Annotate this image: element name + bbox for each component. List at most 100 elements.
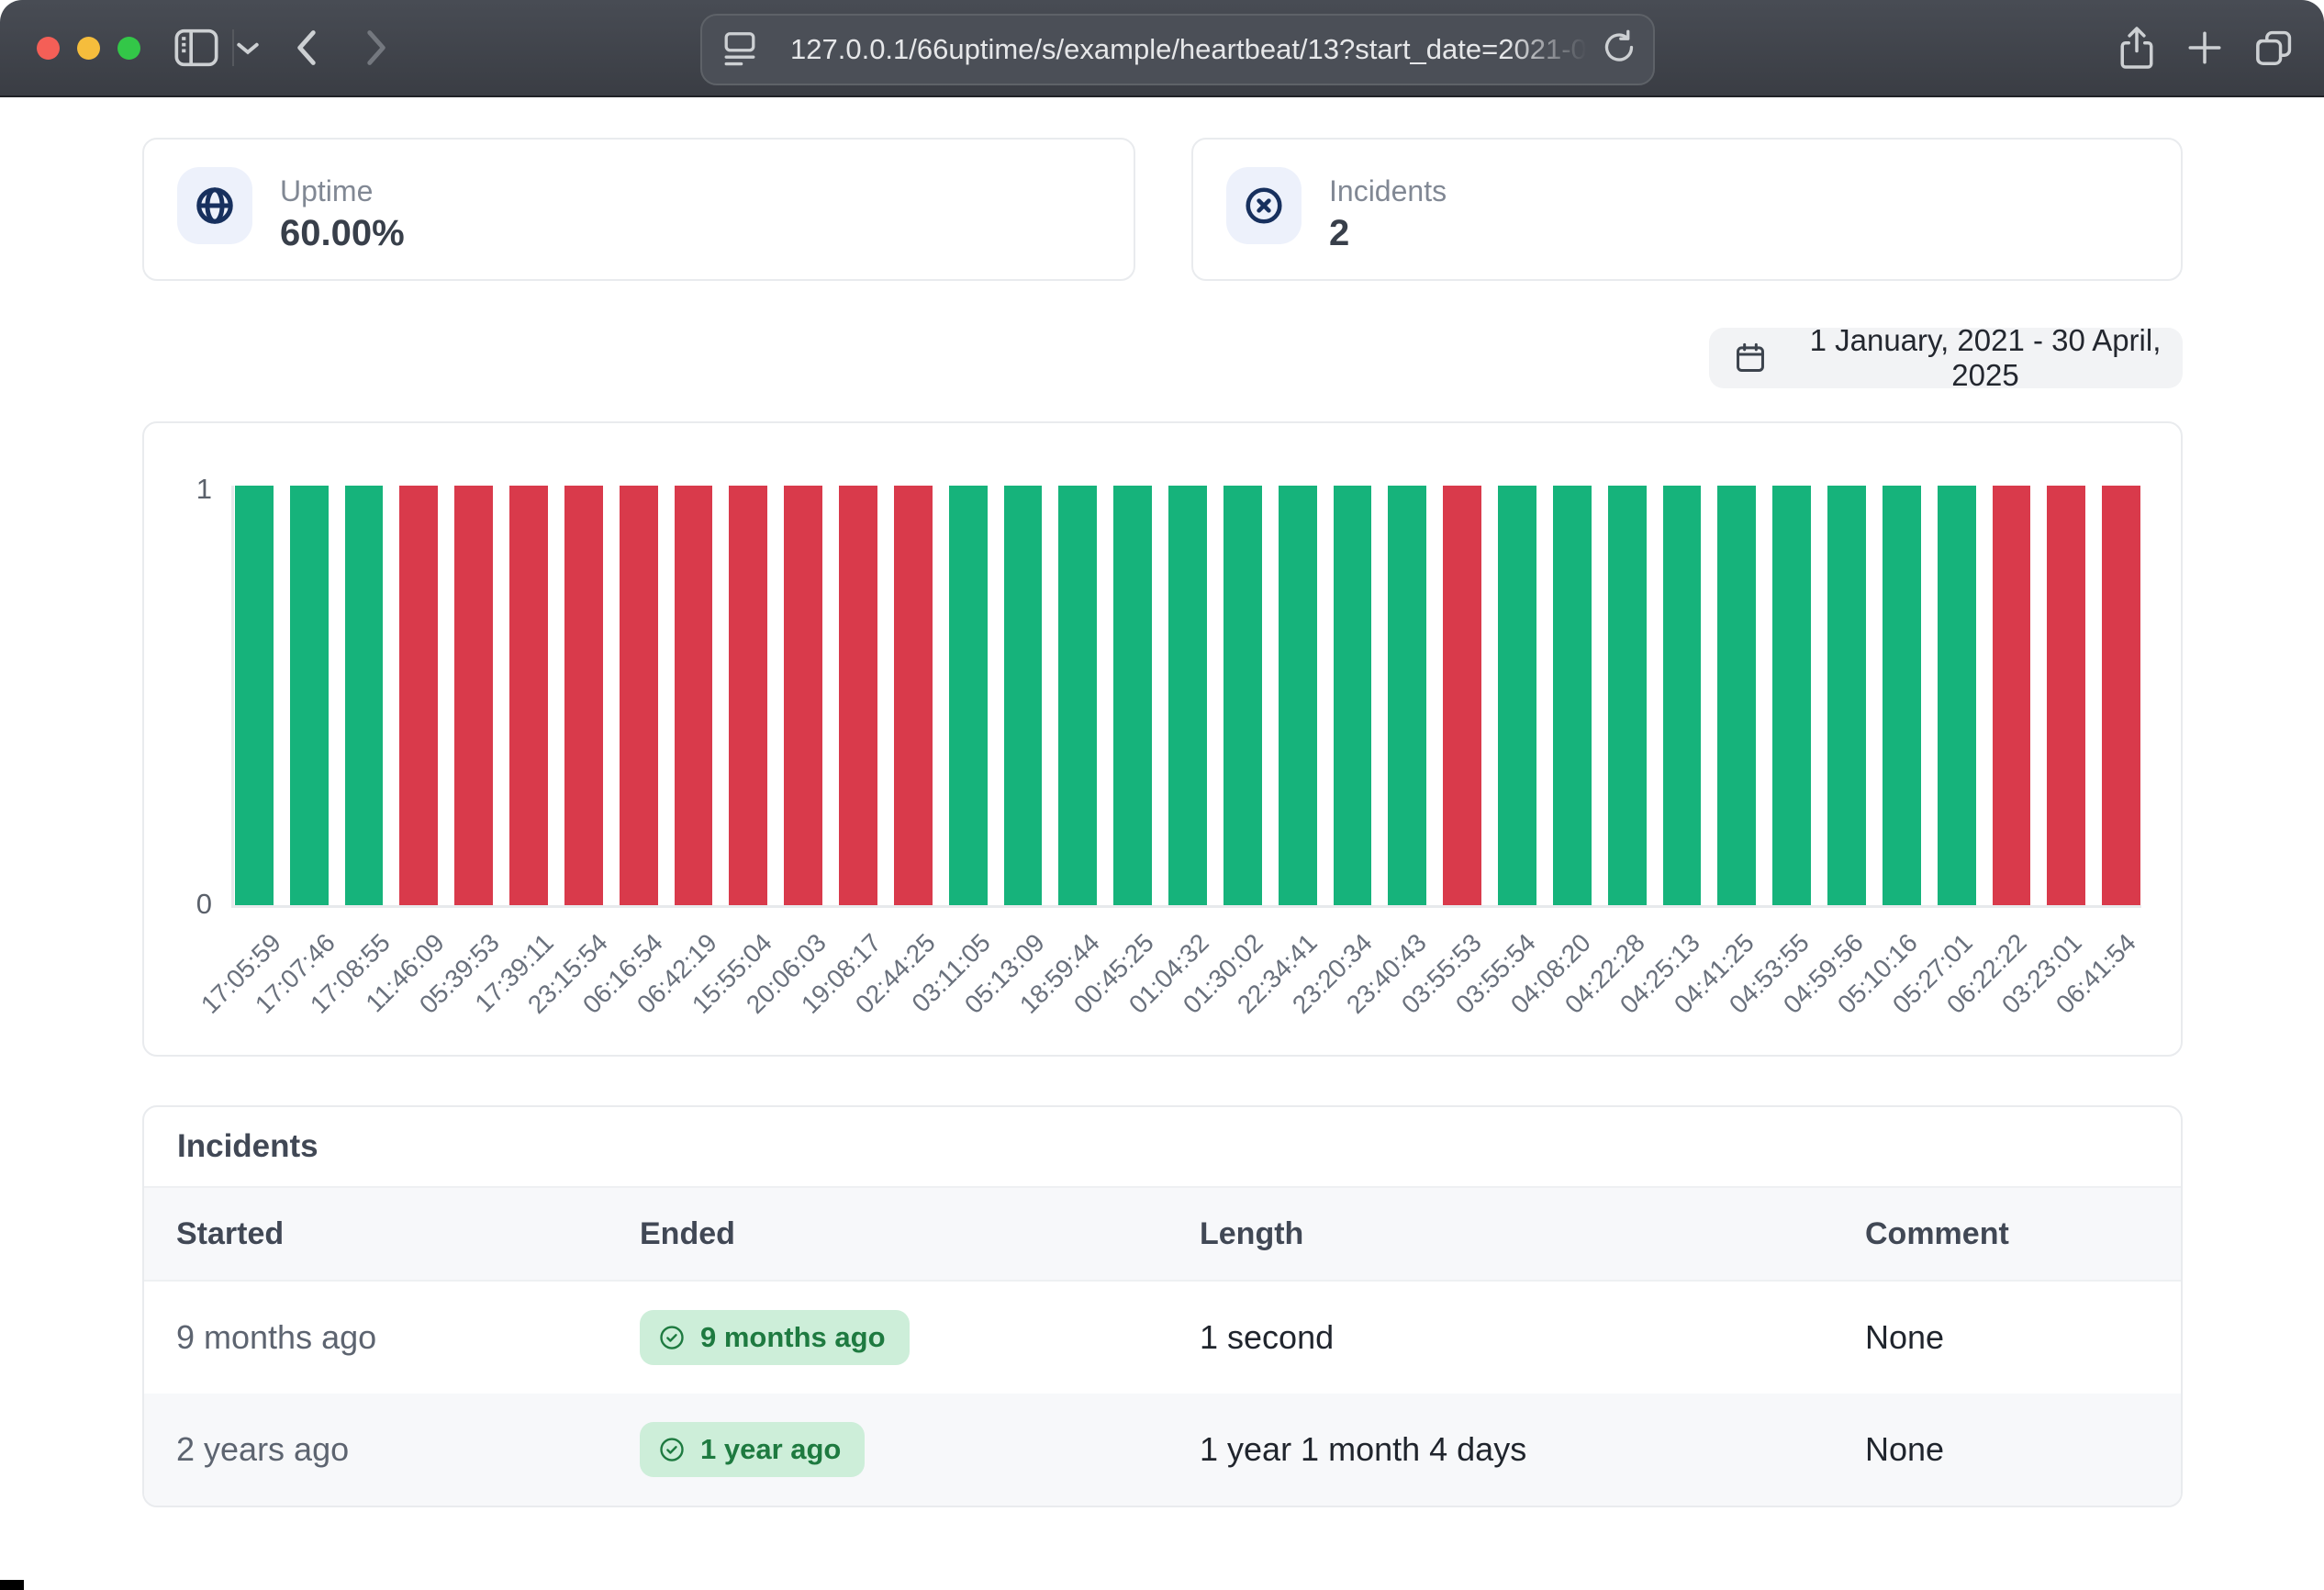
chart-plot-area: 1 0 bbox=[231, 486, 2141, 908]
chart-bar-up[interactable] bbox=[1938, 486, 1976, 905]
page-content: Uptime 60.00% Incidents 2 1 January, 202… bbox=[0, 97, 2324, 1590]
chart-bar-up[interactable] bbox=[290, 486, 329, 905]
tab-overview-button[interactable] bbox=[2249, 22, 2300, 73]
uptime-label: Uptime bbox=[280, 174, 373, 208]
zoom-window-button[interactable] bbox=[117, 37, 140, 60]
incidents-table-card: Incidents Started Ended Length Comment 9… bbox=[142, 1105, 2183, 1507]
incidents-table-header: Started Ended Length Comment bbox=[144, 1186, 2181, 1282]
cell-ended: 1 year ago bbox=[640, 1422, 1200, 1477]
cell-started: 9 months ago bbox=[176, 1318, 640, 1357]
new-tab-button[interactable] bbox=[2179, 22, 2230, 73]
chart-bar-up[interactable] bbox=[1004, 486, 1043, 905]
uptime-value: 60.00% bbox=[280, 213, 405, 254]
cell-started: 2 years ago bbox=[176, 1430, 640, 1469]
chart-bar-up[interactable] bbox=[1827, 486, 1866, 905]
chart-bar-up[interactable] bbox=[1663, 486, 1702, 905]
chart-bar-up[interactable] bbox=[1772, 486, 1811, 905]
chart-bar-down[interactable] bbox=[399, 486, 438, 905]
minimize-window-button[interactable] bbox=[77, 37, 100, 60]
chart-bar-up[interactable] bbox=[1498, 486, 1536, 905]
forward-button[interactable] bbox=[351, 22, 402, 73]
chart-bar-down[interactable] bbox=[675, 486, 713, 905]
reload-button[interactable] bbox=[1600, 28, 1638, 72]
back-icon bbox=[291, 28, 322, 68]
chart-bar-down[interactable] bbox=[1993, 486, 2031, 905]
sidebar-menu-button[interactable] bbox=[228, 22, 268, 73]
chart-bar-up[interactable] bbox=[1388, 486, 1426, 905]
forward-icon bbox=[361, 28, 392, 68]
chart-bar-up[interactable] bbox=[1279, 486, 1317, 905]
chart-bar-down[interactable] bbox=[620, 486, 658, 905]
chart-bar-down[interactable] bbox=[784, 486, 822, 905]
address-bar[interactable]: 127.0.0.1/66uptime/s/example/heartbeat/1… bbox=[700, 14, 1655, 85]
browser-toolbar: 127.0.0.1/66uptime/s/example/heartbeat/1… bbox=[0, 0, 2324, 97]
chart-bar-down[interactable] bbox=[454, 486, 493, 905]
plus-icon bbox=[2185, 28, 2224, 67]
column-header-length: Length bbox=[1200, 1216, 1865, 1252]
cell-comment: None bbox=[1865, 1430, 2181, 1469]
table-row: 2 years ago 1 year ago 1 year 1 month 4 da… bbox=[144, 1394, 2181, 1506]
sidebar-toggle-button[interactable] bbox=[171, 22, 222, 73]
column-header-comment: Comment bbox=[1865, 1216, 2181, 1252]
cell-length: 1 year 1 month 4 days bbox=[1200, 1430, 1865, 1469]
uptime-card: Uptime 60.00% bbox=[142, 138, 1135, 281]
y-tick-0: 0 bbox=[196, 890, 212, 918]
chart-bar-down[interactable] bbox=[1443, 486, 1481, 905]
chart-bar-up[interactable] bbox=[1717, 486, 1756, 905]
table-row: 9 months ago 9 months ago 1 secondNone bbox=[144, 1282, 2181, 1394]
incidents-icon-box bbox=[1226, 167, 1302, 244]
chart-bar-down[interactable] bbox=[839, 486, 877, 905]
chart-bar-up[interactable] bbox=[1223, 486, 1262, 905]
back-button[interactable] bbox=[281, 22, 332, 73]
date-range-button[interactable]: 1 January, 2021 - 30 April, 2025 bbox=[1709, 328, 2183, 388]
page-settings-icon[interactable] bbox=[719, 27, 761, 73]
sidebar-icon bbox=[173, 28, 219, 68]
uptime-icon-box bbox=[177, 167, 252, 244]
ended-badge-label: 9 months ago bbox=[700, 1321, 886, 1354]
cell-length: 1 second bbox=[1200, 1318, 1865, 1357]
ended-badge-label: 1 year ago bbox=[700, 1433, 841, 1466]
ended-badge: 9 months ago bbox=[640, 1310, 910, 1365]
chart-bar-up[interactable] bbox=[1608, 486, 1647, 905]
incidents-value: 2 bbox=[1329, 213, 1349, 254]
chevron-down-icon bbox=[236, 39, 260, 56]
y-tick-1: 1 bbox=[196, 475, 212, 503]
chart-bar-up[interactable] bbox=[345, 486, 384, 905]
chart-bar-down[interactable] bbox=[894, 486, 933, 905]
chart-bars bbox=[234, 486, 2141, 905]
check-circle-icon bbox=[658, 1324, 686, 1351]
share-button[interactable] bbox=[2111, 22, 2162, 73]
close-window-button[interactable] bbox=[37, 37, 60, 60]
url-text: 127.0.0.1/66uptime/s/example/heartbeat/1… bbox=[790, 16, 1587, 84]
traffic-lights bbox=[37, 37, 140, 60]
incidents-rows: 9 months ago9 months ago1 secondNone2 ye… bbox=[144, 1282, 2181, 1506]
x-circle-icon bbox=[1243, 185, 1285, 227]
check-circle-icon bbox=[658, 1436, 686, 1463]
browser-window: 127.0.0.1/66uptime/s/example/heartbeat/1… bbox=[0, 0, 2324, 1590]
incidents-table-title: Incidents bbox=[144, 1107, 2181, 1186]
chart-bar-up[interactable] bbox=[1883, 486, 1921, 905]
share-icon bbox=[2117, 25, 2156, 71]
chart-bar-up[interactable] bbox=[1168, 486, 1207, 905]
tabs-icon bbox=[2253, 27, 2296, 69]
cell-comment: None bbox=[1865, 1318, 2181, 1357]
chart-x-labels: 17:05:5917:07:4617:08:5511:46:0905:39:53… bbox=[231, 919, 2141, 1047]
chart-bar-up[interactable] bbox=[1334, 486, 1372, 905]
screen-corner-artifact bbox=[0, 1580, 24, 1590]
column-header-started: Started bbox=[176, 1216, 640, 1252]
cell-ended: 9 months ago bbox=[640, 1310, 1200, 1365]
chart-bar-down[interactable] bbox=[509, 486, 548, 905]
chart-bar-up[interactable] bbox=[1113, 486, 1152, 905]
date-range-label: 1 January, 2021 - 30 April, 2025 bbox=[1788, 323, 2183, 393]
globe-icon bbox=[194, 185, 236, 227]
chart-bar-down[interactable] bbox=[729, 486, 767, 905]
chart-bar-up[interactable] bbox=[235, 486, 274, 905]
chart-bar-down[interactable] bbox=[2102, 486, 2140, 905]
chart-bar-up[interactable] bbox=[1553, 486, 1592, 905]
chart-bar-up[interactable] bbox=[1058, 486, 1097, 905]
reload-icon bbox=[1600, 28, 1638, 67]
incidents-label: Incidents bbox=[1329, 174, 1447, 208]
chart-bar-down[interactable] bbox=[564, 486, 603, 905]
chart-bar-down[interactable] bbox=[2047, 486, 2085, 905]
chart-bar-up[interactable] bbox=[949, 486, 988, 905]
